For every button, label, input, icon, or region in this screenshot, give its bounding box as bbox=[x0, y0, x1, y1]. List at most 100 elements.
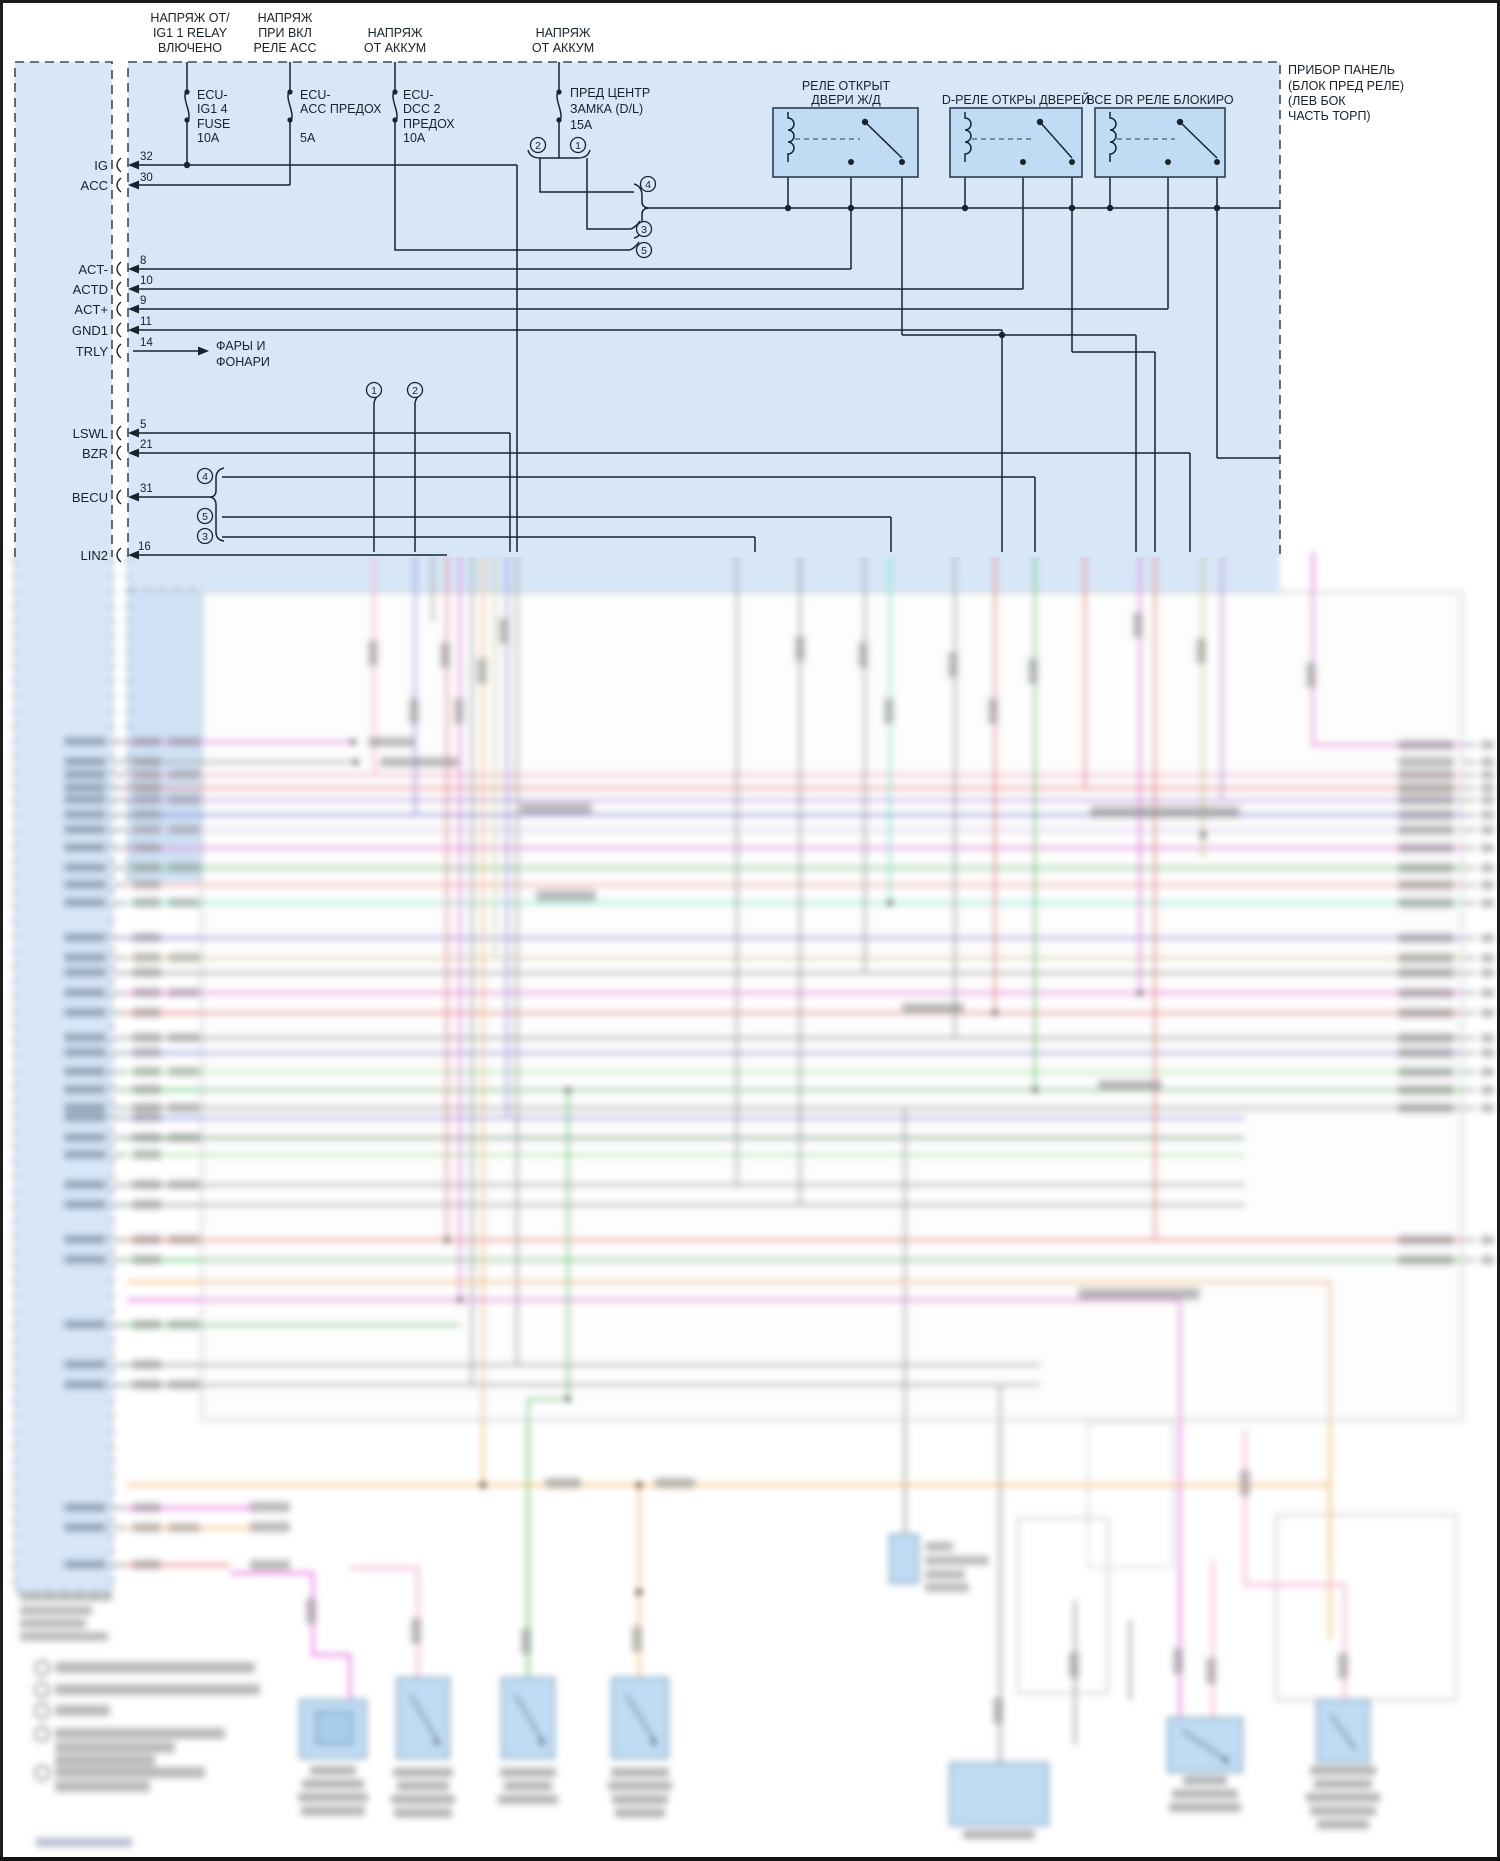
connector-pins: IG 32 ACC 30 ACT- 8 ACTD 10 ACT+ 9 GND1 … bbox=[72, 151, 209, 563]
component-label-blur bbox=[612, 1795, 668, 1804]
wire-code-blur bbox=[168, 737, 200, 746]
pin-name-blur bbox=[64, 1008, 106, 1017]
label-blur bbox=[1098, 1080, 1162, 1091]
header-text: IG1 1 RELAY bbox=[153, 26, 228, 40]
panel-note-line: (БЛОК ПРЕД РЕЛЕ) bbox=[1288, 79, 1404, 93]
pin-arcs bbox=[116, 157, 122, 563]
pin-name-blur bbox=[64, 953, 106, 962]
component-label-blur bbox=[611, 1768, 669, 1777]
relay-box-all-door-lock bbox=[1094, 107, 1226, 178]
junction-dot bbox=[991, 1009, 999, 1017]
component-label-blur bbox=[310, 1766, 356, 1775]
wire-code-blur bbox=[411, 1618, 421, 1644]
pin-name-blur bbox=[64, 968, 106, 977]
wire-code-blur bbox=[1398, 770, 1454, 780]
fuse-label: 15A bbox=[570, 118, 593, 132]
blurred-wiring-region bbox=[14, 548, 1494, 1847]
edge-pin-number-blur bbox=[1481, 1009, 1494, 1017]
pin-name-blur bbox=[64, 1085, 106, 1094]
wire-code-blur bbox=[133, 770, 161, 779]
pin-label: GND1 bbox=[72, 323, 108, 338]
panel-note: ПРИБОР ПАНЕЛЬ (БЛОК ПРЕД РЕЛЕ) (ЛЕВ БОК … bbox=[1288, 63, 1404, 123]
edge-pin-number-blur bbox=[1481, 881, 1494, 889]
wire-code-blur bbox=[133, 988, 161, 997]
wire-bend bbox=[230, 1571, 352, 1700]
pin-name-blur bbox=[64, 795, 106, 804]
component-inner bbox=[315, 1711, 353, 1745]
wire-code-blur bbox=[1398, 953, 1454, 963]
wire-code-blur bbox=[133, 1033, 161, 1042]
wire-code-blur bbox=[133, 1380, 161, 1389]
component-box bbox=[201, 591, 1463, 1421]
sub-box bbox=[1087, 1421, 1174, 1568]
wire-code-blur bbox=[1398, 863, 1454, 873]
wire-code-blur bbox=[168, 1033, 200, 1042]
wire-code-blur bbox=[1398, 933, 1454, 943]
legend bbox=[34, 1660, 50, 1781]
label-blur bbox=[902, 1003, 964, 1014]
label-blur bbox=[250, 1560, 290, 1570]
pin-arrowheads bbox=[128, 160, 209, 560]
wire-code-blur bbox=[1398, 843, 1454, 853]
label-blur bbox=[925, 1570, 965, 1579]
wire-code-blur bbox=[133, 1008, 161, 1017]
pin-number: 10 bbox=[140, 275, 153, 287]
component-connector bbox=[949, 1762, 1049, 1826]
pin-label: ACC bbox=[81, 178, 108, 193]
component-label-blur bbox=[608, 1781, 672, 1791]
component-label-blur bbox=[301, 1806, 365, 1816]
label-blur bbox=[655, 1478, 695, 1488]
junction-dot bbox=[479, 1481, 487, 1489]
wire-code-blur bbox=[409, 698, 419, 724]
wire-code-blur bbox=[1398, 1048, 1454, 1058]
ref-number: 1 bbox=[575, 140, 581, 152]
label-blur bbox=[250, 1522, 290, 1532]
wire-code-blur bbox=[1069, 1652, 1079, 1678]
wire-code-blur bbox=[133, 825, 161, 834]
label-blur bbox=[55, 1755, 155, 1766]
pin-name-blur bbox=[64, 880, 106, 889]
pin-name-blur bbox=[64, 843, 106, 852]
pin-number: 30 bbox=[140, 172, 153, 184]
relay-title: ДВЕРИ Ж/Д bbox=[811, 93, 881, 107]
pin-number: 8 bbox=[140, 255, 146, 267]
pin-name-blur bbox=[64, 1360, 106, 1369]
label-blur bbox=[520, 803, 592, 814]
wire-code-blur bbox=[133, 783, 161, 792]
junction-dot bbox=[564, 1086, 572, 1094]
ref-number: 5 bbox=[202, 511, 208, 523]
pin-name-blur bbox=[64, 1235, 106, 1244]
fuse-label: ПРЕД ЦЕНТР bbox=[570, 86, 650, 100]
label-blur bbox=[368, 737, 414, 747]
fuse-label: ЗАМКА (D/L) bbox=[570, 102, 643, 116]
wire-code-blur bbox=[884, 698, 894, 724]
component-label-blur bbox=[1169, 1803, 1241, 1812]
wire-code-blur bbox=[133, 1235, 161, 1244]
wire-code-blur bbox=[133, 863, 161, 872]
label-blur bbox=[536, 890, 596, 901]
pin-name-blur bbox=[64, 863, 106, 872]
relay-box-rear-door-unlock bbox=[772, 107, 919, 178]
edge-pin-number-blur bbox=[1481, 1086, 1494, 1094]
wire-code-blur bbox=[1338, 1653, 1348, 1679]
wire-verticals bbox=[372, 552, 1224, 1763]
wire-code-blur bbox=[1398, 1103, 1454, 1113]
edge-pin-number-blur bbox=[1481, 758, 1494, 766]
junction-dot bbox=[352, 758, 360, 766]
wire-code-blur bbox=[133, 1200, 161, 1209]
label-blur bbox=[925, 1583, 969, 1592]
sub-box bbox=[1275, 1514, 1457, 1701]
relays: РЕЛЕ ОТКРЫТ ДВЕРИ Ж/Д D-РЕЛЕ ОТКРЫ ДВЕРЕ… bbox=[772, 79, 1234, 178]
pin-name-blur bbox=[64, 1033, 106, 1042]
watermark bbox=[36, 1838, 132, 1847]
pin-number: 11 bbox=[140, 316, 152, 328]
component-switch bbox=[611, 1677, 669, 1759]
pin-name-blur bbox=[64, 1200, 106, 1209]
junction-dot bbox=[1136, 989, 1144, 997]
pin-name-blur bbox=[64, 770, 106, 779]
wire-code-blur bbox=[133, 1560, 161, 1569]
wire-code-blur bbox=[168, 1235, 200, 1244]
label-blur bbox=[380, 757, 458, 767]
